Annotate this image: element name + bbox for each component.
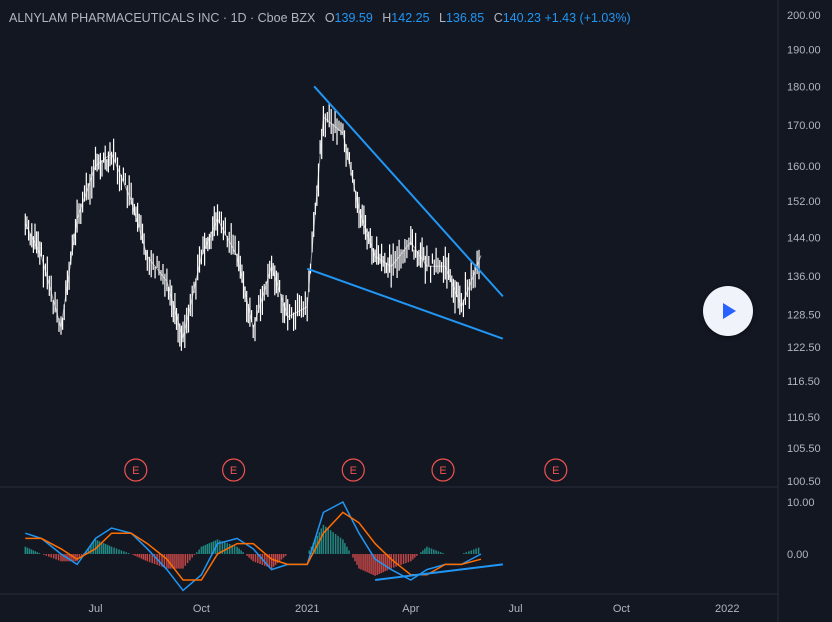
price-tick-label: 122.50 [787, 342, 821, 354]
signal-line [25, 511, 482, 581]
macd-tick-label: 0.00 [787, 549, 808, 561]
time-axis[interactable]: Jul Oct 2021 Apr Jul Oct 2022 [88, 603, 739, 615]
low-label: L [439, 11, 446, 25]
close-label: C [493, 11, 503, 25]
earnings-label: E [439, 465, 446, 477]
time-tick-label: Jul [508, 603, 522, 615]
price-tick-label: 110.50 [787, 412, 820, 424]
time-tick-label: 2021 [295, 603, 319, 615]
time-tick-label: Jul [88, 603, 102, 615]
price-tick-label: 180.00 [787, 81, 821, 93]
time-tick-label: Apr [402, 603, 419, 615]
price-tick-label: 136.00 [787, 271, 821, 283]
price-tick-label: 116.50 [787, 376, 820, 388]
earnings-circle [124, 458, 148, 482]
high-label: H [382, 11, 392, 25]
open-value: 139.59 [334, 11, 373, 25]
price-tick-label: 170.00 [787, 120, 821, 132]
earnings-circle [544, 458, 568, 482]
price-tick-label: 144.00 [787, 232, 821, 244]
price-axis[interactable]: 200.00 190.00 180.00 170.00 160.00 152.00 144.… [787, 10, 821, 488]
earnings-circle [341, 458, 365, 482]
price-tick-label: 200.00 [787, 10, 821, 22]
symbol-title: ALNYLAM PHARMACEUTICALS INC · 1D · Cboe … [9, 11, 316, 25]
price-tick-label: 160.00 [787, 161, 821, 173]
high-value: 142.25 [391, 11, 430, 25]
price-tick-label: 190.00 [787, 45, 821, 57]
earnings-label: E [350, 465, 357, 477]
price-tick-label: 100.50 [787, 476, 821, 488]
earnings-circle [222, 458, 246, 482]
earnings-marker[interactable]: E [341, 458, 365, 482]
macd-axis[interactable]: 10.00 0.00 [787, 497, 815, 561]
earnings-circle [431, 458, 455, 482]
macd-pane[interactable] [24, 500, 503, 592]
play-icon [723, 303, 736, 319]
chart-legend: ALNYLAM PHARMACEUTICALS INC · 1D · Cboe … [9, 11, 631, 25]
earnings-marker[interactable]: E [544, 458, 568, 482]
price-tick-label: 128.50 [787, 310, 821, 322]
price-trendline[interactable] [313, 85, 504, 298]
macd-trendline[interactable] [375, 563, 503, 581]
earnings-label: E [132, 465, 139, 477]
price-pane[interactable] [24, 85, 504, 351]
earnings-label: E [552, 465, 559, 477]
close-value: 140.23 [502, 11, 541, 25]
play-button[interactable] [703, 286, 753, 336]
price-trendline[interactable] [306, 267, 504, 340]
earnings-marker[interactable]: E [431, 458, 455, 482]
time-tick-label: 2022 [715, 603, 739, 615]
open-label: O [324, 11, 335, 25]
time-tick-label: Oct [193, 603, 210, 615]
earnings-label: E [230, 465, 237, 477]
time-tick-label: Oct [613, 603, 630, 615]
earnings-marker[interactable]: E [124, 458, 148, 482]
low-value: 136.85 [445, 11, 485, 25]
earnings-marker[interactable]: E [222, 458, 246, 482]
price-tick-label: 105.50 [787, 443, 821, 455]
macd-tick-label: 10.00 [787, 497, 815, 509]
change-value: +1.43 (+1.03%) [544, 11, 631, 25]
price-tick-label: 152.00 [787, 196, 821, 208]
